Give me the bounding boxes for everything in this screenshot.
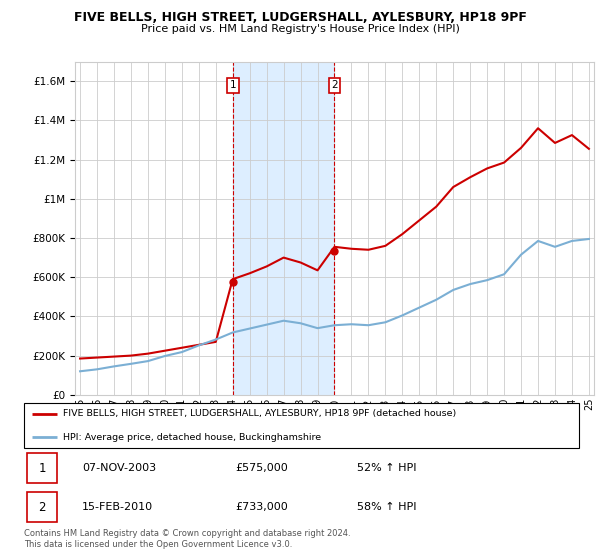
Text: 52% ↑ HPI: 52% ↑ HPI	[357, 464, 416, 473]
Text: 2: 2	[331, 80, 338, 90]
Text: 2: 2	[38, 501, 46, 514]
Text: 07-NOV-2003: 07-NOV-2003	[82, 464, 157, 473]
Text: HPI: Average price, detached house, Buckinghamshire: HPI: Average price, detached house, Buck…	[63, 433, 321, 442]
Text: FIVE BELLS, HIGH STREET, LUDGERSHALL, AYLESBURY, HP18 9PF: FIVE BELLS, HIGH STREET, LUDGERSHALL, AY…	[74, 11, 526, 24]
Bar	[27, 492, 58, 522]
Text: £733,000: £733,000	[235, 502, 287, 512]
Text: 15-FEB-2010: 15-FEB-2010	[82, 502, 154, 512]
Bar	[27, 454, 58, 483]
Text: FIVE BELLS, HIGH STREET, LUDGERSHALL, AYLESBURY, HP18 9PF (detached house): FIVE BELLS, HIGH STREET, LUDGERSHALL, AY…	[63, 409, 456, 418]
Text: 1: 1	[38, 462, 46, 475]
Bar	[233, 62, 334, 395]
Text: 1: 1	[229, 80, 236, 90]
Text: Contains HM Land Registry data © Crown copyright and database right 2024.
This d: Contains HM Land Registry data © Crown c…	[24, 529, 350, 549]
Text: £575,000: £575,000	[235, 464, 287, 473]
Text: Price paid vs. HM Land Registry's House Price Index (HPI): Price paid vs. HM Land Registry's House …	[140, 24, 460, 34]
Text: 58% ↑ HPI: 58% ↑ HPI	[357, 502, 416, 512]
